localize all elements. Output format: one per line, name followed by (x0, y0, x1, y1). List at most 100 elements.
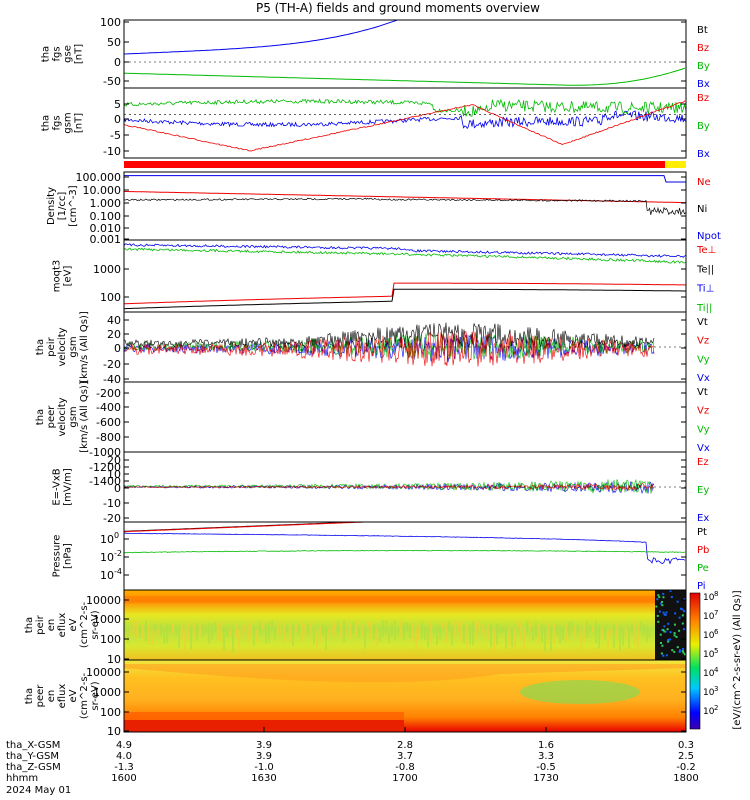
spectrogram-streak (445, 622, 447, 644)
y-axis-label: velocity (57, 397, 68, 436)
panel-frame (123, 87, 687, 159)
spectrogram-speckle (663, 613, 666, 616)
spectrogram-streak (340, 622, 342, 638)
y-tick-label: -50 (103, 75, 121, 88)
spectrogram-speckle (663, 625, 666, 628)
spectrogram-streak (184, 628, 186, 652)
y-tick-label: 5 (114, 98, 121, 111)
y-axis-label: eflux (57, 613, 68, 638)
legend-bt: Bt (697, 25, 708, 36)
y-axis-label: gsm (68, 336, 79, 357)
x-tick-label: 3.3 (538, 751, 554, 762)
spectrogram-streak (370, 620, 372, 638)
spectrogram-speckle (678, 650, 681, 653)
spectrogram-streak (376, 628, 378, 646)
spectrogram-speckle (669, 590, 672, 593)
y-axis-label: eV (68, 689, 79, 702)
legend-ti⊥: Ti⊥ (696, 284, 714, 295)
spectrogram-streak (304, 623, 306, 638)
by-line (124, 67, 686, 86)
spectrogram-speckle (658, 596, 661, 599)
legend-npot: Npot (697, 231, 721, 242)
spectrogram-speckle (662, 611, 665, 614)
spectrogram-streak (133, 620, 135, 636)
spectrogram-streak (319, 626, 321, 643)
spectrogram-streak (649, 629, 651, 638)
spectrogram-streak (481, 624, 483, 634)
spectrogram-speckle (669, 631, 672, 634)
x-tick-label: 1800 (673, 773, 698, 784)
legend-pi: Pi (697, 581, 706, 592)
panel-plot-area (124, 20, 686, 86)
ni-line (124, 197, 686, 216)
spectrogram-streak (244, 623, 246, 634)
ti-perp-line (124, 243, 686, 258)
spectrogram-speckle (661, 629, 664, 632)
spectrogram-streak (526, 621, 528, 634)
spectrogram-streak (253, 625, 255, 646)
spectrogram-streak (313, 629, 315, 645)
te-par-line (124, 288, 686, 310)
bz-line (124, 100, 686, 152)
spectrogram-streak (580, 628, 582, 653)
y-tick-label: -800 (96, 431, 121, 444)
y-tick-label: 10000 (86, 594, 121, 607)
legend-vt: Vt (697, 387, 708, 398)
spectrogram-streak (625, 627, 627, 639)
spectrogram-streak (478, 621, 480, 631)
spectrogram-speckle (683, 653, 686, 656)
y-tick-label-exp: -2 (114, 549, 122, 558)
panel-plot-area (124, 98, 686, 152)
spectrogram-streak (175, 625, 177, 635)
spectrogram-streak (163, 629, 165, 644)
spectrogram-streak (361, 625, 363, 637)
legend-ni: Ni (697, 204, 707, 215)
spectrogram-streak (235, 622, 237, 638)
y-tick-label: -400 (96, 401, 121, 414)
spectrogram-streak (400, 620, 402, 638)
spectrogram-streak (130, 629, 132, 636)
spectrogram-streak (496, 623, 498, 645)
spectrogram-streak (349, 623, 351, 639)
spectrogram-speckle (683, 610, 686, 613)
spectrogram-streak (493, 627, 495, 652)
spectrogram-streak (271, 620, 273, 632)
spectrogram-speckle (664, 630, 667, 633)
panel-frame (123, 521, 687, 591)
spectrogram-streak (628, 626, 630, 649)
spectrogram-streak (502, 626, 504, 634)
legend-ez: Ez (697, 457, 709, 468)
spectrogram-streak (463, 623, 465, 644)
spectrogram-streak (298, 624, 300, 635)
panel-frame (123, 19, 687, 89)
spectrogram-streak (541, 624, 543, 643)
spectrogram-streak (532, 627, 534, 641)
y-tick-label: -600 (96, 416, 121, 429)
y-axis-label: peir (35, 614, 46, 634)
spectrogram-streak (274, 628, 276, 640)
y-tick-label: 10 (100, 551, 114, 564)
spectrogram-speckle (656, 614, 659, 617)
spectrogram-streak (577, 624, 579, 631)
colorbar (689, 592, 701, 730)
legend-vy: Vy (697, 354, 710, 365)
spectrogram-streak (145, 620, 147, 642)
y-tick-label: 10 (107, 725, 121, 738)
colorbar-tick-label: 10 (703, 707, 715, 717)
ti-par-line (124, 247, 686, 264)
y-tick-label: 0.001 (90, 233, 122, 246)
x-tick-label: -0.8 (395, 762, 415, 773)
panel-frame (123, 171, 687, 241)
spectrogram-streak (601, 627, 603, 640)
legend-te||: Te|| (696, 264, 714, 275)
spectrogram-streak (466, 624, 468, 648)
spectrogram-speckle (661, 644, 664, 647)
spectrogram-streak (454, 621, 456, 638)
spectrogram-speckle (682, 628, 685, 631)
spectrogram-low-energy (124, 720, 404, 732)
spectrogram-streak (583, 622, 585, 643)
spectrogram-streak (142, 624, 144, 639)
quality-flag-red (124, 161, 665, 168)
y-tick-label: -10 (103, 145, 121, 158)
